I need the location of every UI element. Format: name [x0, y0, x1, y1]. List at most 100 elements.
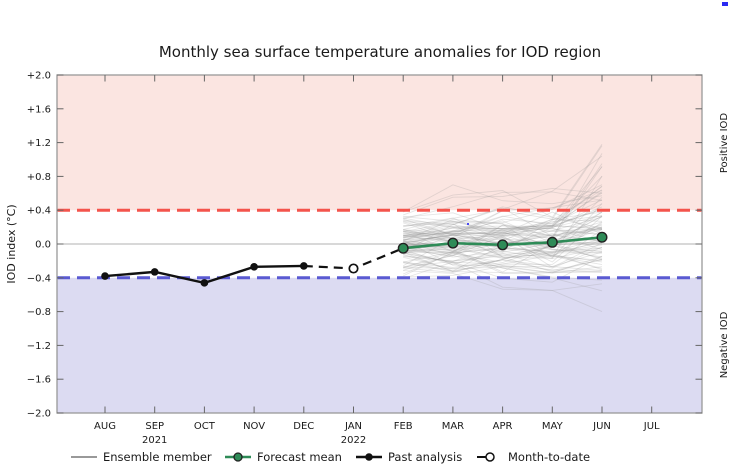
- ensemble-member-line: [403, 208, 603, 239]
- x-year-label: 2021: [142, 435, 167, 446]
- ensemble-member-line: [403, 225, 603, 237]
- ensemble-member-line: [403, 192, 603, 240]
- ensemble-member-line: [403, 203, 603, 237]
- past-analysis-point: [300, 262, 308, 270]
- past-analysis-point: [200, 279, 209, 287]
- x-tick-label: JUN: [592, 421, 611, 432]
- x-tick-label: AUG: [94, 421, 116, 432]
- ensemble-member-line: [403, 243, 603, 259]
- ensemble-member-line: [403, 270, 603, 313]
- ensemble-member-line: [403, 258, 603, 274]
- ensemble-member-line: [403, 223, 603, 262]
- legend-mtd-open-circle: [485, 452, 495, 462]
- ensemble-member-line: [403, 249, 603, 292]
- ensemble-member-line: [403, 187, 603, 216]
- x-tick-label: MAY: [542, 421, 564, 432]
- ensemble-member-line: [403, 239, 603, 274]
- x-tick-label: OCT: [194, 421, 216, 432]
- past-analysis-point: [150, 268, 159, 276]
- legend-past-label: Past analysis: [388, 450, 462, 464]
- ensemble-member-line: [403, 229, 603, 265]
- ensemble-member-line: [403, 191, 603, 220]
- ensemble-member-line: [403, 199, 603, 242]
- ensemble-member-line: [403, 166, 603, 247]
- ensemble-member-line: [403, 231, 603, 269]
- ensemble-member-line: [403, 220, 603, 238]
- x-tick-label: SEP: [145, 421, 164, 432]
- y-tick-labels: +2.0 +1.6 +1.2 +0.8 +0.4 0.0 −0.4 −0.8 −1.2 −1.6 −…: [27, 71, 51, 420]
- ensemble-member-line: [403, 215, 603, 244]
- ensemble-member-line: [403, 230, 603, 260]
- ensemble-member-line: [403, 163, 603, 268]
- y-tick-label: 0.0: [35, 240, 51, 251]
- forecast-mean-point: [546, 236, 558, 248]
- ensemble-member-line: [403, 190, 603, 229]
- screen-artifact-specks: [467, 2, 728, 225]
- x-tick-label: MAR: [442, 421, 464, 432]
- forecast-mean-point: [447, 237, 459, 249]
- ensemble-member-line: [403, 215, 603, 250]
- ensemble-member-line: [403, 222, 603, 268]
- ensemble-member-line: [403, 184, 603, 224]
- ensemble-member-line: [403, 222, 603, 273]
- screen-speck: [467, 223, 469, 225]
- past-analysis-markers: [101, 262, 308, 287]
- ensemble-member-line: [403, 199, 603, 234]
- x-tick-label: JUL: [643, 421, 660, 432]
- x-tick-labels: AUG SEP OCT NOV DEC JAN FEB MAR APR MAY JUN JUL: [94, 421, 660, 432]
- ensemble-member-line: [403, 256, 603, 274]
- y-tick-label: +0.8: [27, 172, 51, 183]
- x-year-label: 2022: [341, 435, 366, 446]
- negative-iod-label: Negative IOD: [719, 311, 730, 378]
- ensemble-members: [402, 144, 603, 313]
- axis-ticks: [57, 74, 702, 414]
- ensemble-member-line: [403, 166, 603, 238]
- legend-ensemble-label: Ensemble member: [103, 450, 212, 464]
- screen-speck: [722, 2, 728, 6]
- forecast-mean-point: [497, 239, 509, 251]
- ensemble-member-line: [403, 206, 603, 247]
- ensemble-member-line: [403, 245, 603, 263]
- x-tick-label: NOV: [243, 421, 265, 432]
- y-tick-label: +1.6: [27, 104, 51, 115]
- x-tick-label: APR: [493, 421, 513, 432]
- x-tick-label: FEB: [394, 421, 413, 432]
- past-analysis-point: [101, 272, 109, 280]
- ensemble-member-line: [403, 229, 603, 269]
- ensemble-member-line: [403, 227, 603, 252]
- legend-forecast-label: Forecast mean: [257, 450, 342, 464]
- ensemble-member-line: [403, 227, 603, 243]
- x-tick-label: DEC: [293, 421, 314, 432]
- chart-title: Monthly sea surface temperature anomalie…: [159, 43, 601, 61]
- positive-iod-label: Positive IOD: [719, 113, 730, 174]
- ensemble-member-line: [403, 218, 603, 242]
- legend-forecast-dot: [233, 452, 243, 462]
- y-axis-label: IOD index (°C): [5, 204, 18, 283]
- ensemble-member-line: [403, 251, 603, 273]
- past-analysis-point: [250, 263, 258, 271]
- y-tick-label: −0.8: [27, 307, 51, 318]
- ensemble-member-line: [403, 208, 603, 232]
- ensemble-member-line: [403, 219, 603, 241]
- ensemble-member-line: [403, 245, 603, 273]
- y-tick-label: +1.2: [27, 138, 51, 149]
- chart-legend: Ensemble member Forecast mean Past analy…: [71, 450, 590, 464]
- negative-iod-band: [57, 277, 702, 413]
- x-tick-label: JAN: [344, 421, 362, 432]
- ensemble-member-line: [403, 259, 603, 272]
- ensemble-member-line: [403, 224, 603, 239]
- ensemble-member-line: [403, 242, 603, 264]
- ensemble-member-line: [403, 226, 603, 253]
- ensemble-member-line: [403, 185, 603, 237]
- ensemble-member-line: [403, 230, 603, 252]
- ensemble-member-line: [403, 232, 603, 261]
- y-tick-label: −2.0: [27, 409, 51, 420]
- ensemble-member-line: [403, 144, 603, 226]
- x-year-labels: 2021 2022: [142, 435, 366, 446]
- ensemble-member-line: [402, 184, 603, 213]
- ensemble-member-line: [403, 211, 603, 239]
- ensemble-member-line: [403, 191, 603, 228]
- ensemble-member-line: [403, 211, 603, 273]
